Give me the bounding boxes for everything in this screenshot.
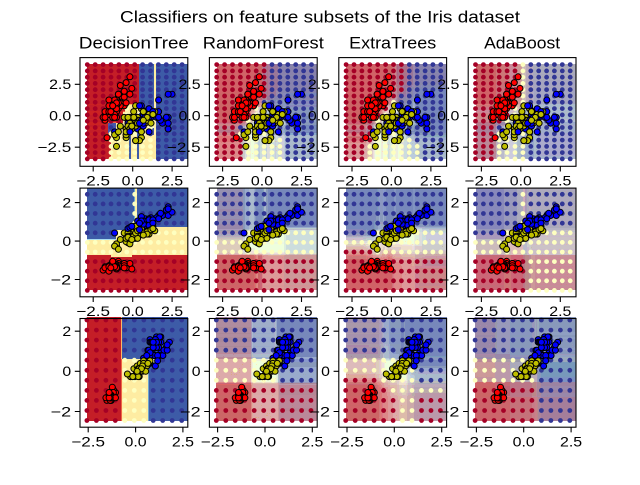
- svg-text:−2.5: −2.5: [465, 173, 499, 189]
- svg-text:0.0: 0.0: [254, 434, 276, 450]
- svg-text:0.0: 0.0: [510, 303, 532, 319]
- svg-text:Classifiers on feature subsets: Classifiers on feature subsets of the Ir…: [120, 8, 520, 27]
- svg-text:−2.5: −2.5: [201, 434, 235, 450]
- svg-text:−2: −2: [51, 403, 72, 419]
- svg-text:0: 0: [321, 233, 330, 249]
- svg-text:2.5: 2.5: [437, 76, 459, 92]
- svg-text:0.0: 0.0: [308, 108, 330, 124]
- svg-text:0.0: 0.0: [251, 303, 273, 319]
- svg-text:2: 2: [62, 195, 71, 211]
- svg-text:0: 0: [451, 233, 460, 249]
- svg-text:0.0: 0.0: [437, 108, 459, 124]
- svg-text:2.5: 2.5: [49, 76, 71, 92]
- svg-text:2.5: 2.5: [560, 434, 582, 450]
- svg-text:DecisionTree: DecisionTree: [79, 34, 189, 53]
- svg-text:0.0: 0.0: [513, 434, 535, 450]
- svg-text:2.5: 2.5: [549, 303, 571, 319]
- svg-text:2.5: 2.5: [420, 303, 442, 319]
- svg-text:−2.5: −2.5: [38, 139, 72, 155]
- svg-text:0: 0: [62, 233, 71, 249]
- svg-text:AdaBoost: AdaBoost: [484, 34, 560, 53]
- svg-text:2.5: 2.5: [161, 173, 183, 189]
- svg-text:2.5: 2.5: [290, 173, 312, 189]
- svg-text:0: 0: [451, 363, 460, 379]
- svg-text:0.0: 0.0: [383, 434, 405, 450]
- svg-text:ExtraTrees: ExtraTrees: [349, 34, 436, 53]
- svg-text:−2: −2: [51, 271, 72, 287]
- svg-text:−2: −2: [439, 271, 460, 287]
- svg-text:2: 2: [192, 195, 201, 211]
- svg-text:−2.5: −2.5: [76, 173, 110, 189]
- svg-text:2.5: 2.5: [301, 434, 323, 450]
- svg-text:2.5: 2.5: [172, 434, 194, 450]
- svg-text:0.0: 0.0: [179, 108, 201, 124]
- svg-text:−2.5: −2.5: [426, 139, 460, 155]
- svg-text:2: 2: [192, 323, 201, 339]
- svg-text:−2.5: −2.5: [71, 434, 105, 450]
- svg-text:0.0: 0.0: [122, 303, 144, 319]
- svg-text:0: 0: [62, 363, 71, 379]
- svg-text:2.5: 2.5: [308, 76, 330, 92]
- svg-text:−2: −2: [439, 403, 460, 419]
- svg-text:−2.5: −2.5: [460, 434, 494, 450]
- svg-text:−2: −2: [180, 271, 201, 287]
- svg-text:−2.5: −2.5: [330, 434, 364, 450]
- svg-text:−2: −2: [180, 403, 201, 419]
- svg-text:−2.5: −2.5: [465, 303, 499, 319]
- svg-text:−2.5: −2.5: [296, 139, 330, 155]
- svg-text:2.5: 2.5: [161, 303, 183, 319]
- svg-text:2: 2: [321, 195, 330, 211]
- svg-text:0.0: 0.0: [122, 173, 144, 189]
- svg-text:−2.5: −2.5: [167, 139, 201, 155]
- svg-text:−2.5: −2.5: [206, 303, 240, 319]
- svg-text:−2.5: −2.5: [206, 173, 240, 189]
- svg-text:0.0: 0.0: [380, 173, 402, 189]
- svg-text:2.5: 2.5: [290, 303, 312, 319]
- svg-text:0.0: 0.0: [510, 173, 532, 189]
- svg-text:2: 2: [321, 323, 330, 339]
- svg-text:2: 2: [451, 323, 460, 339]
- svg-text:2.5: 2.5: [179, 76, 201, 92]
- svg-text:2: 2: [62, 323, 71, 339]
- svg-text:2.5: 2.5: [549, 173, 571, 189]
- svg-text:RandomForest: RandomForest: [203, 34, 324, 53]
- svg-text:0: 0: [321, 363, 330, 379]
- svg-text:−2.5: −2.5: [335, 173, 369, 189]
- svg-text:0: 0: [192, 233, 201, 249]
- svg-text:0.0: 0.0: [125, 434, 147, 450]
- svg-text:0: 0: [192, 363, 201, 379]
- svg-text:2.5: 2.5: [431, 434, 453, 450]
- svg-text:0.0: 0.0: [251, 173, 273, 189]
- svg-text:−2.5: −2.5: [76, 303, 110, 319]
- svg-text:0.0: 0.0: [380, 303, 402, 319]
- svg-text:2: 2: [451, 195, 460, 211]
- svg-text:−2: −2: [310, 403, 331, 419]
- svg-text:−2: −2: [310, 271, 331, 287]
- svg-text:0.0: 0.0: [49, 108, 71, 124]
- svg-text:2.5: 2.5: [420, 173, 442, 189]
- svg-text:−2.5: −2.5: [335, 303, 369, 319]
